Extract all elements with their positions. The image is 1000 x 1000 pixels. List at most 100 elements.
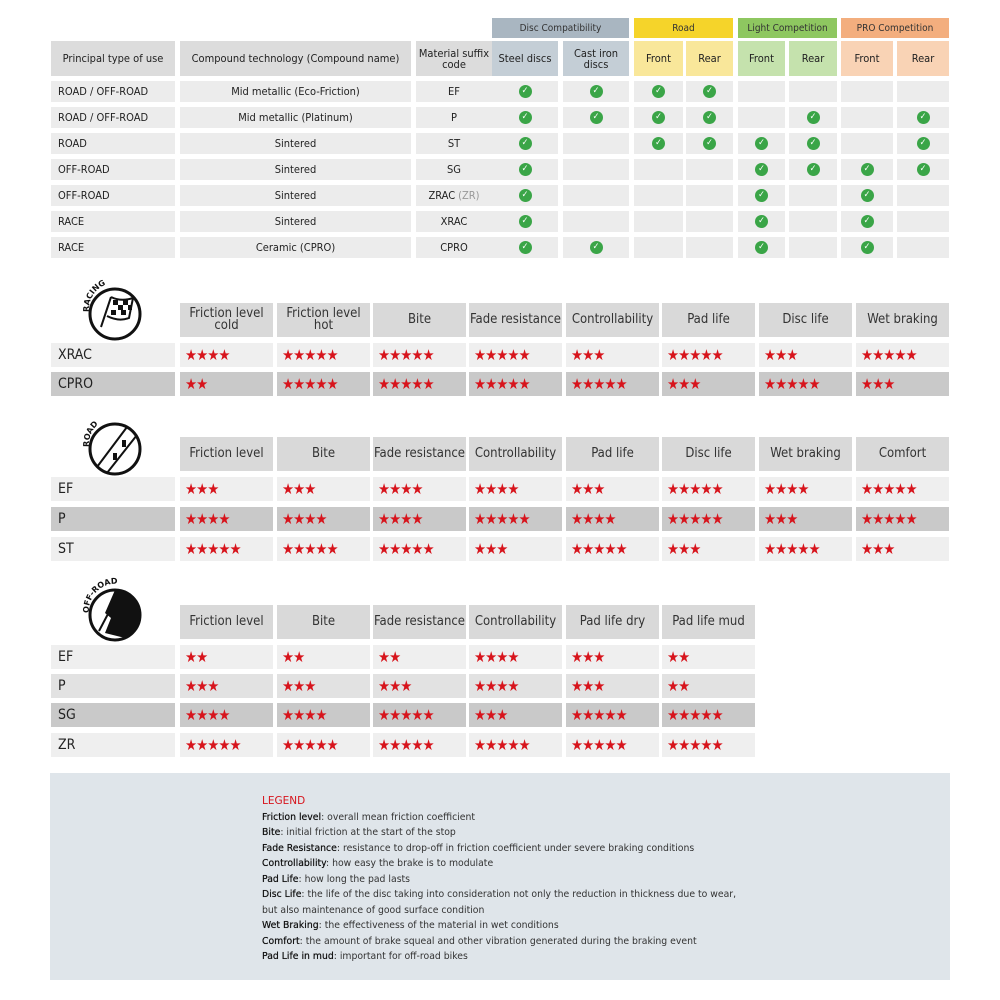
star-icon: ★ bbox=[389, 479, 401, 498]
compat-cell bbox=[841, 107, 893, 128]
use-cell: OFF-ROAD bbox=[51, 185, 175, 206]
star-rating: ★ ★ ★ bbox=[469, 703, 562, 727]
star-icon: ★ bbox=[282, 539, 294, 558]
legend-term: Controllability bbox=[262, 858, 327, 869]
star-icon: ★ bbox=[422, 345, 434, 364]
star-icon: ★ bbox=[400, 735, 412, 754]
rating-header: Friction level bbox=[180, 605, 273, 639]
check-icon: ✓ bbox=[589, 241, 603, 254]
star-icon: ★ bbox=[293, 345, 305, 364]
compat-cell bbox=[897, 237, 949, 258]
star-icon: ★ bbox=[689, 345, 701, 364]
star-icon: ★ bbox=[422, 705, 434, 724]
legend-desc: : initial friction at the start of the s… bbox=[280, 827, 456, 838]
star-icon: ★ bbox=[326, 539, 338, 558]
compat-cell bbox=[841, 81, 893, 102]
rating-header: Controllability bbox=[469, 605, 562, 639]
star-icon: ★ bbox=[411, 374, 423, 393]
star-icon: ★ bbox=[667, 647, 679, 666]
star-icon: ★ bbox=[282, 735, 294, 754]
star-icon: ★ bbox=[400, 345, 412, 364]
star-icon: ★ bbox=[507, 647, 519, 666]
star-icon: ★ bbox=[485, 509, 497, 528]
legend-term: Comfort bbox=[262, 935, 300, 947]
star-icon: ★ bbox=[678, 479, 690, 498]
star-icon: ★ bbox=[797, 374, 809, 393]
star-icon: ★ bbox=[582, 374, 594, 393]
star-icon: ★ bbox=[229, 539, 241, 558]
compat-cell bbox=[738, 81, 785, 102]
star-icon: ★ bbox=[593, 539, 605, 558]
star-icon: ★ bbox=[389, 345, 401, 364]
star-icon: ★ bbox=[507, 479, 519, 498]
star-icon: ★ bbox=[507, 374, 519, 393]
star-icon: ★ bbox=[582, 735, 594, 754]
code-cell: CPRO bbox=[416, 237, 492, 258]
star-icon: ★ bbox=[282, 479, 294, 498]
check-icon: ✓ bbox=[518, 85, 532, 98]
star-icon: ★ bbox=[389, 647, 401, 666]
star-rating: ★ ★ ★ bbox=[277, 477, 370, 501]
star-rating: ★ ★ ★ bbox=[662, 537, 755, 561]
star-icon: ★ bbox=[797, 539, 809, 558]
rating-header: Pad life bbox=[662, 303, 755, 337]
star-icon: ★ bbox=[905, 509, 917, 528]
check-icon: ✓ bbox=[755, 189, 768, 202]
compat-cell: ✓ bbox=[634, 133, 683, 154]
rating-header: Fade resistance bbox=[373, 437, 466, 471]
column-header: Front bbox=[738, 41, 785, 76]
compat-cell: ✓ bbox=[492, 159, 558, 180]
star-icon: ★ bbox=[667, 479, 679, 498]
star-icon: ★ bbox=[185, 539, 197, 558]
star-rating: ★ ★ ★ bbox=[469, 537, 562, 561]
star-rating: ★ ★ ★ bbox=[566, 645, 659, 669]
star-rating: ★ ★ bbox=[277, 645, 370, 669]
star-icon: ★ bbox=[196, 374, 208, 393]
legend-desc: : the amount of brake squeal and other v… bbox=[299, 935, 697, 947]
legend-desc: : resistance to drop-off in friction coe… bbox=[336, 842, 695, 854]
star-icon: ★ bbox=[518, 345, 530, 364]
star-icon: ★ bbox=[218, 735, 230, 754]
star-icon: ★ bbox=[872, 479, 884, 498]
star-icon: ★ bbox=[615, 374, 627, 393]
star-rating: ★ ★ ★ bbox=[277, 674, 370, 698]
star-icon: ★ bbox=[786, 345, 798, 364]
star-icon: ★ bbox=[196, 676, 208, 695]
compat-cell bbox=[897, 211, 949, 232]
star-icon: ★ bbox=[185, 479, 197, 498]
legend-term: Wet Braking bbox=[262, 920, 319, 931]
star-icon: ★ bbox=[293, 479, 305, 498]
star-icon: ★ bbox=[185, 735, 197, 754]
star-icon: ★ bbox=[218, 345, 230, 364]
star-icon: ★ bbox=[593, 705, 605, 724]
star-icon: ★ bbox=[678, 509, 690, 528]
star-icon: ★ bbox=[378, 345, 390, 364]
star-icon: ★ bbox=[582, 647, 594, 666]
star-icon: ★ bbox=[474, 735, 486, 754]
rating-header: Fade resistance bbox=[469, 303, 562, 337]
legend-desc: but also maintenance of good surface con… bbox=[262, 904, 485, 916]
check-icon: ✓ bbox=[518, 163, 532, 176]
column-header: Cast iron discs bbox=[563, 41, 629, 76]
star-rating: ★ ★ ★ ★ bbox=[469, 645, 562, 669]
code-text: CPRO bbox=[440, 241, 468, 254]
star-icon: ★ bbox=[207, 539, 219, 558]
star-icon: ★ bbox=[196, 735, 208, 754]
star-icon: ★ bbox=[400, 705, 412, 724]
star-icon: ★ bbox=[315, 705, 327, 724]
check-icon: ✓ bbox=[860, 215, 874, 228]
legend-desc: : the life of the disc taking into consi… bbox=[301, 889, 737, 900]
legend-item: Controllability: how easy the brake is t… bbox=[262, 856, 736, 872]
star-icon: ★ bbox=[496, 479, 508, 498]
star-icon: ★ bbox=[905, 345, 917, 364]
compat-cell: ✓ bbox=[738, 185, 785, 206]
star-icon: ★ bbox=[485, 676, 497, 695]
star-icon: ★ bbox=[474, 705, 486, 724]
legend-term: Pad Life bbox=[262, 873, 299, 885]
check-icon: ✓ bbox=[806, 163, 820, 176]
star-icon: ★ bbox=[485, 647, 497, 666]
star-icon: ★ bbox=[185, 647, 197, 666]
star-icon: ★ bbox=[293, 705, 305, 724]
column-header: Rear bbox=[897, 41, 949, 76]
legend-item: but also maintenance of good surface con… bbox=[262, 903, 736, 919]
